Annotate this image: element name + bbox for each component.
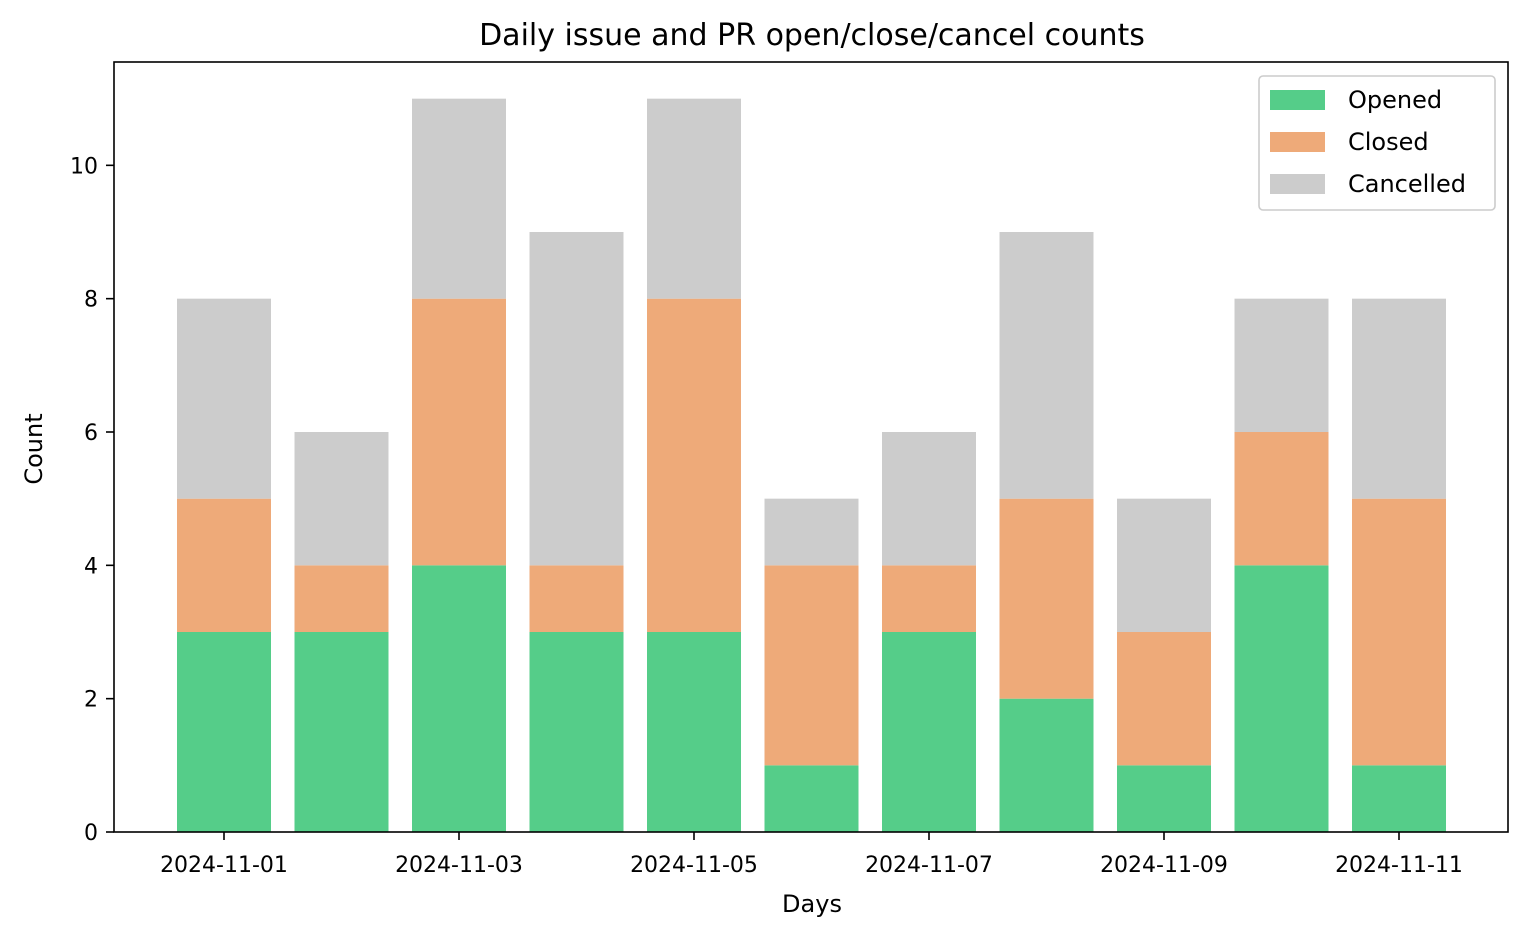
legend-swatch-cancelled <box>1270 174 1325 194</box>
y-tick-label: 10 <box>70 154 98 179</box>
bars-layer <box>177 98 1446 832</box>
bar-closed-2024-11-06 <box>764 565 859 766</box>
bar-cancelled-2024-11-11 <box>1352 298 1446 499</box>
y-tick-label: 0 <box>84 821 98 846</box>
x-tick-label: 2024-11-11 <box>1335 853 1463 878</box>
bar-cancelled-2024-11-06 <box>764 498 859 566</box>
bar-opened-2024-11-04 <box>529 632 624 832</box>
bar-opened-2024-11-05 <box>647 632 741 832</box>
bar-opened-2024-11-11 <box>1352 765 1446 832</box>
legend-swatch-closed <box>1270 132 1325 152</box>
x-axis-label: Days <box>782 890 842 918</box>
x-tick-label: 2024-11-01 <box>160 853 288 878</box>
bar-closed-2024-11-09 <box>1117 632 1211 766</box>
bar-opened-2024-11-08 <box>999 698 1094 832</box>
legend-label-closed: Closed <box>1348 128 1429 156</box>
bar-closed-2024-11-01 <box>177 498 271 632</box>
y-axis: 0 2 4 6 8 10 <box>70 154 114 846</box>
x-tick-label: 2024-11-07 <box>865 853 993 878</box>
bar-opened-2024-11-07 <box>882 632 976 832</box>
bar-opened-2024-11-01 <box>177 632 271 832</box>
bar-closed-2024-11-08 <box>999 498 1094 699</box>
bar-cancelled-2024-11-05 <box>647 98 741 299</box>
bar-cancelled-2024-11-03 <box>412 98 506 299</box>
bar-opened-2024-11-06 <box>764 765 859 832</box>
bar-closed-2024-11-10 <box>1234 432 1329 566</box>
bar-cancelled-2024-11-04 <box>529 232 624 566</box>
bar-opened-2024-11-03 <box>412 565 506 832</box>
y-tick-label: 8 <box>84 288 98 313</box>
y-tick-label: 6 <box>84 421 98 446</box>
bar-opened-2024-11-02 <box>294 632 389 832</box>
x-tick-label: 2024-11-09 <box>1100 853 1228 878</box>
bar-cancelled-2024-11-08 <box>999 232 1094 499</box>
bar-closed-2024-11-02 <box>294 565 389 632</box>
bar-closed-2024-11-04 <box>529 565 624 632</box>
y-tick-label: 4 <box>84 554 98 579</box>
y-axis-label: Count <box>20 413 48 484</box>
x-tick-label: 2024-11-03 <box>395 853 523 878</box>
bar-closed-2024-11-11 <box>1352 498 1446 766</box>
bar-closed-2024-11-05 <box>647 298 741 632</box>
legend: Opened Closed Cancelled <box>1258 75 1496 211</box>
plot-frame <box>113 61 1509 833</box>
x-axis: 2024-11-01 2024-11-03 2024-11-05 2024-11-07… <box>160 832 1463 878</box>
legend-label-cancelled: Cancelled <box>1348 170 1466 198</box>
x-tick-label: 2024-11-05 <box>630 853 758 878</box>
chart-title: Daily issue and PR open/close/cancel cou… <box>479 18 1145 53</box>
legend-label-opened: Opened <box>1348 86 1442 114</box>
bar-cancelled-2024-11-09 <box>1117 498 1211 632</box>
bar-opened-2024-11-09 <box>1117 765 1211 832</box>
bar-cancelled-2024-11-07 <box>882 432 976 566</box>
bar-opened-2024-11-10 <box>1234 565 1329 832</box>
y-tick-label: 2 <box>84 688 98 713</box>
bar-cancelled-2024-11-01 <box>177 298 271 499</box>
legend-swatch-opened <box>1270 90 1325 110</box>
bar-cancelled-2024-11-02 <box>294 432 389 566</box>
bar-cancelled-2024-11-10 <box>1234 298 1329 432</box>
bar-closed-2024-11-07 <box>882 565 976 632</box>
bar-closed-2024-11-03 <box>412 298 506 566</box>
